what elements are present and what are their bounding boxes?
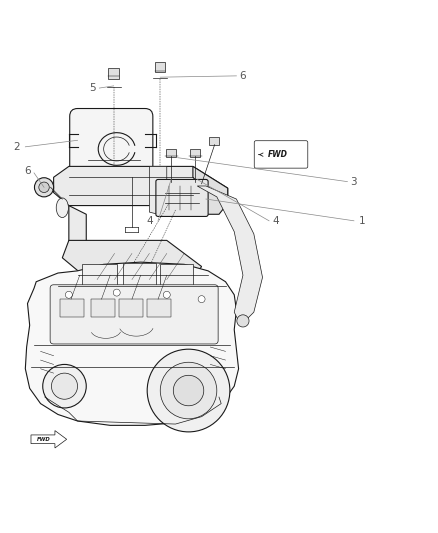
Text: FWD: FWD [37,437,51,442]
Circle shape [160,362,217,419]
Circle shape [39,182,49,192]
Text: 1: 1 [359,216,366,226]
Circle shape [35,177,53,197]
Polygon shape [197,186,262,325]
Bar [190,149,200,157]
Bar [123,263,156,287]
Polygon shape [31,431,67,448]
Bar [91,299,115,317]
Bar [82,264,117,288]
Ellipse shape [56,198,68,217]
Bar [119,299,143,317]
Bar [166,149,177,157]
Text: 4: 4 [272,216,279,226]
Polygon shape [193,166,228,214]
FancyBboxPatch shape [70,109,153,174]
Circle shape [51,373,78,399]
FancyBboxPatch shape [50,285,218,344]
Bar [155,62,166,71]
Text: FWD: FWD [268,150,288,159]
Polygon shape [25,262,239,425]
Bar [60,299,84,317]
Circle shape [173,375,204,406]
FancyBboxPatch shape [254,141,308,168]
Circle shape [237,315,249,327]
Text: 2: 2 [13,142,20,152]
Bar [160,264,193,288]
Bar [147,299,171,317]
Circle shape [147,349,230,432]
Polygon shape [149,166,167,214]
Text: 3: 3 [350,176,357,187]
Text: 6: 6 [25,166,31,176]
Bar [109,68,119,79]
Text: 6: 6 [240,71,246,81]
Polygon shape [53,166,228,206]
Circle shape [113,289,120,296]
FancyBboxPatch shape [156,180,208,216]
Circle shape [198,296,205,303]
Circle shape [65,292,72,298]
Circle shape [43,365,86,408]
Text: 4: 4 [146,216,153,226]
Text: 5: 5 [90,83,96,93]
Polygon shape [62,240,201,279]
Circle shape [163,292,170,298]
Polygon shape [69,206,86,251]
Bar [209,137,219,145]
